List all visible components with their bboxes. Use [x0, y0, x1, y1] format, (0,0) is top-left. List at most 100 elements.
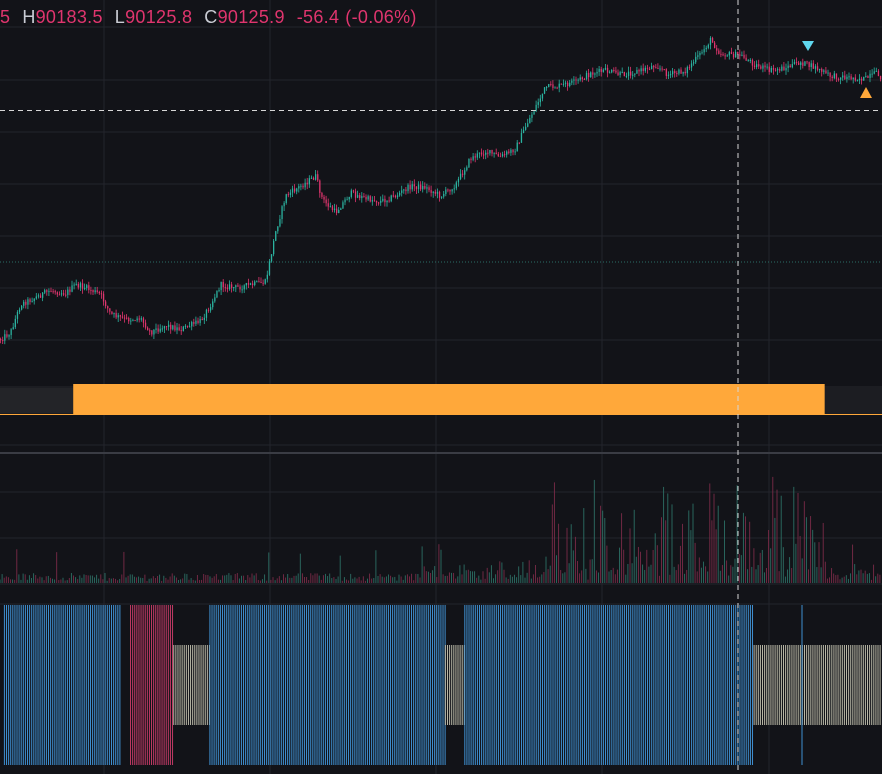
- candle-body: [153, 329, 155, 335]
- candle-body: [640, 68, 642, 72]
- candle-body: [749, 59, 751, 61]
- candle-body: [321, 192, 323, 197]
- candle-body: [354, 191, 357, 198]
- candle-body: [567, 82, 569, 87]
- candle-body: [562, 83, 565, 85]
- candle-body: [350, 190, 352, 197]
- candle-body: [638, 70, 640, 72]
- candle-body: [726, 55, 728, 57]
- candle-body: [751, 59, 754, 66]
- candle-body: [510, 149, 512, 153]
- candle-body: [344, 199, 346, 203]
- signal-bar: [73, 384, 825, 414]
- candle-body: [247, 283, 250, 285]
- candle-body: [760, 66, 762, 69]
- candle-body: [241, 289, 243, 291]
- candle-body: [214, 297, 216, 302]
- candle-body: [371, 200, 373, 202]
- candle-body: [642, 68, 644, 71]
- candle-body: [714, 42, 716, 49]
- candle-body: [90, 290, 92, 292]
- candle-body: [653, 65, 655, 68]
- candle-body: [504, 154, 506, 156]
- candle-body: [667, 74, 670, 76]
- candle-body: [415, 186, 418, 190]
- candle-body: [413, 184, 415, 187]
- candle-body: [779, 69, 781, 71]
- candle-body: [697, 55, 699, 57]
- candle-body: [695, 56, 697, 63]
- candle-body: [268, 261, 271, 275]
- candle-body: [615, 70, 617, 73]
- open-value-fragment: 5: [0, 7, 11, 27]
- candle-body: [327, 203, 329, 207]
- candle-body: [338, 209, 340, 214]
- candle-body: [331, 206, 334, 211]
- candle-body: [816, 66, 819, 71]
- candle-body: [218, 290, 220, 292]
- candle-body: [541, 93, 544, 99]
- candle-body: [289, 192, 292, 195]
- candle-body: [0, 339, 2, 341]
- candle-body: [105, 301, 107, 307]
- candle-body: [844, 75, 846, 80]
- candle-body: [312, 177, 315, 180]
- candle-body: [197, 320, 199, 323]
- candle-body: [520, 132, 523, 143]
- candle-body: [300, 185, 302, 187]
- candle-body: [588, 72, 590, 78]
- candle-body: [831, 76, 833, 79]
- candle-body: [291, 188, 294, 193]
- candle-body: [294, 188, 296, 192]
- candle-body: [854, 77, 856, 81]
- candle-body: [432, 191, 434, 193]
- candle-body: [199, 318, 201, 323]
- candle-body: [869, 73, 871, 78]
- candle-body: [617, 72, 619, 76]
- candle-body: [802, 62, 804, 66]
- candle-body: [134, 320, 136, 322]
- candle-body: [457, 178, 460, 183]
- candle-body: [107, 306, 109, 309]
- candle-body: [224, 287, 226, 289]
- candle-body: [875, 70, 877, 72]
- close-label: C: [204, 7, 218, 27]
- candle-body: [140, 318, 142, 320]
- candle-body: [466, 167, 468, 171]
- candle-body: [546, 87, 548, 89]
- candle-body: [161, 328, 163, 330]
- candle-body: [516, 142, 518, 152]
- candle-body: [812, 63, 814, 69]
- candle-body: [499, 156, 502, 158]
- candle-body: [449, 189, 451, 192]
- candle-body: [88, 285, 90, 291]
- candle-body: [86, 285, 88, 288]
- candle-body: [800, 62, 802, 65]
- candle-body: [399, 192, 401, 196]
- candle-body: [138, 318, 140, 320]
- candle-body: [495, 152, 497, 154]
- candle-body: [680, 69, 682, 74]
- candle-body: [409, 184, 411, 190]
- candle-body: [819, 68, 821, 71]
- candle-body: [791, 64, 793, 68]
- candle-body: [489, 149, 491, 154]
- candle-body: [323, 196, 325, 200]
- candle-body: [682, 71, 684, 74]
- candle-body: [438, 191, 441, 198]
- candle-body: [634, 73, 636, 75]
- candle-body: [298, 186, 300, 189]
- candle-body: [581, 77, 583, 79]
- candle-body: [201, 318, 203, 321]
- candle-body: [422, 185, 424, 190]
- candle-body: [109, 308, 111, 312]
- candle-body: [514, 151, 516, 153]
- volume-panel: [0, 476, 881, 583]
- candle-body: [619, 72, 621, 76]
- candle-body: [25, 301, 27, 305]
- candle-body: [378, 202, 380, 204]
- candle-body: [445, 189, 447, 195]
- candle-body: [84, 287, 86, 289]
